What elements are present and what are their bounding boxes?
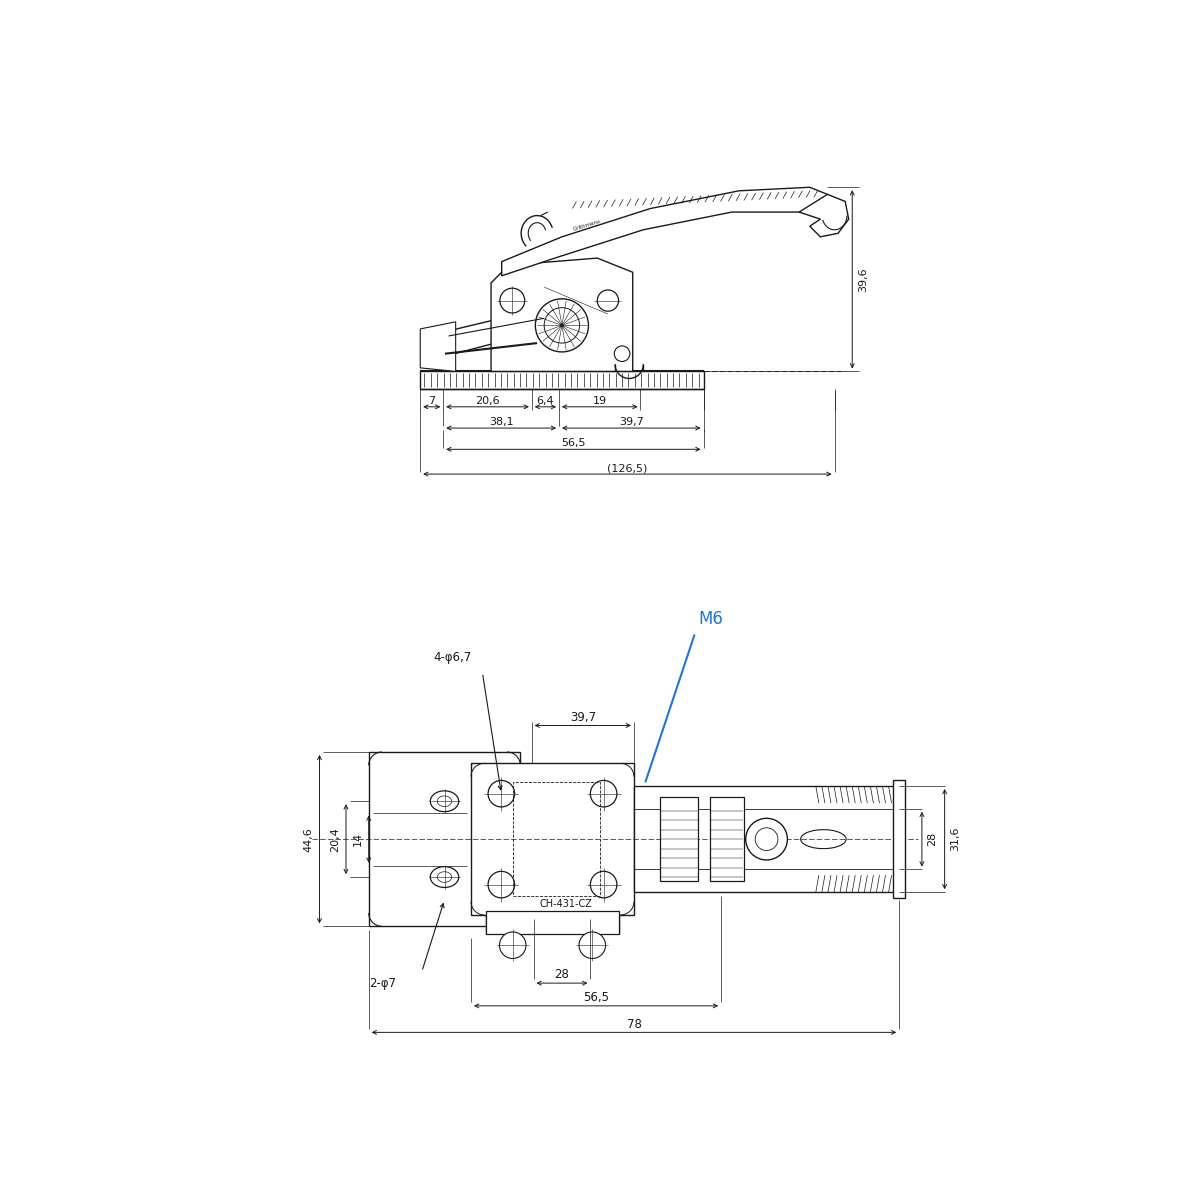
Polygon shape <box>502 187 834 275</box>
Text: 56,5: 56,5 <box>583 991 610 1004</box>
Text: M6: M6 <box>698 611 724 629</box>
Bar <box>512 783 600 896</box>
Text: 28: 28 <box>554 969 569 982</box>
Text: 19: 19 <box>593 395 607 406</box>
Text: 39,7: 39,7 <box>570 711 596 724</box>
Text: 56,5: 56,5 <box>562 438 586 448</box>
Circle shape <box>755 827 778 851</box>
Text: 39,7: 39,7 <box>619 417 643 427</box>
Text: 14: 14 <box>353 832 364 846</box>
Text: 38,1: 38,1 <box>488 417 514 427</box>
Polygon shape <box>491 258 632 372</box>
Circle shape <box>499 932 526 958</box>
Circle shape <box>500 288 524 313</box>
Bar <box>894 780 905 898</box>
Circle shape <box>590 871 617 898</box>
Bar <box>486 911 619 933</box>
Circle shape <box>614 346 630 361</box>
Text: 39,6: 39,6 <box>858 267 868 292</box>
Text: 20,4: 20,4 <box>330 826 341 851</box>
Text: 4-φ6,7: 4-φ6,7 <box>433 651 472 664</box>
Circle shape <box>488 871 515 898</box>
Text: (126,5): (126,5) <box>607 463 648 473</box>
Circle shape <box>488 780 515 807</box>
Text: 28: 28 <box>928 832 937 846</box>
Circle shape <box>590 780 617 807</box>
Text: 44,6: 44,6 <box>304 826 314 851</box>
Circle shape <box>745 818 787 860</box>
Text: 78: 78 <box>626 1018 641 1031</box>
Bar <box>420 372 703 390</box>
Text: 6,4: 6,4 <box>536 395 554 406</box>
Text: 20,6: 20,6 <box>475 395 500 406</box>
Bar <box>709 798 744 880</box>
Circle shape <box>580 932 606 958</box>
Bar <box>634 786 899 892</box>
Text: Grithmens: Grithmens <box>572 219 601 232</box>
Text: 2-φ7: 2-φ7 <box>368 977 396 990</box>
Polygon shape <box>420 321 456 372</box>
Bar <box>368 752 521 926</box>
Polygon shape <box>799 194 848 237</box>
Text: 31,6: 31,6 <box>950 827 960 851</box>
Bar <box>660 798 698 880</box>
Circle shape <box>560 324 564 327</box>
Circle shape <box>598 290 618 311</box>
Bar <box>472 764 634 915</box>
Text: CH-431-CZ: CH-431-CZ <box>539 898 592 909</box>
Text: 7: 7 <box>428 395 436 406</box>
